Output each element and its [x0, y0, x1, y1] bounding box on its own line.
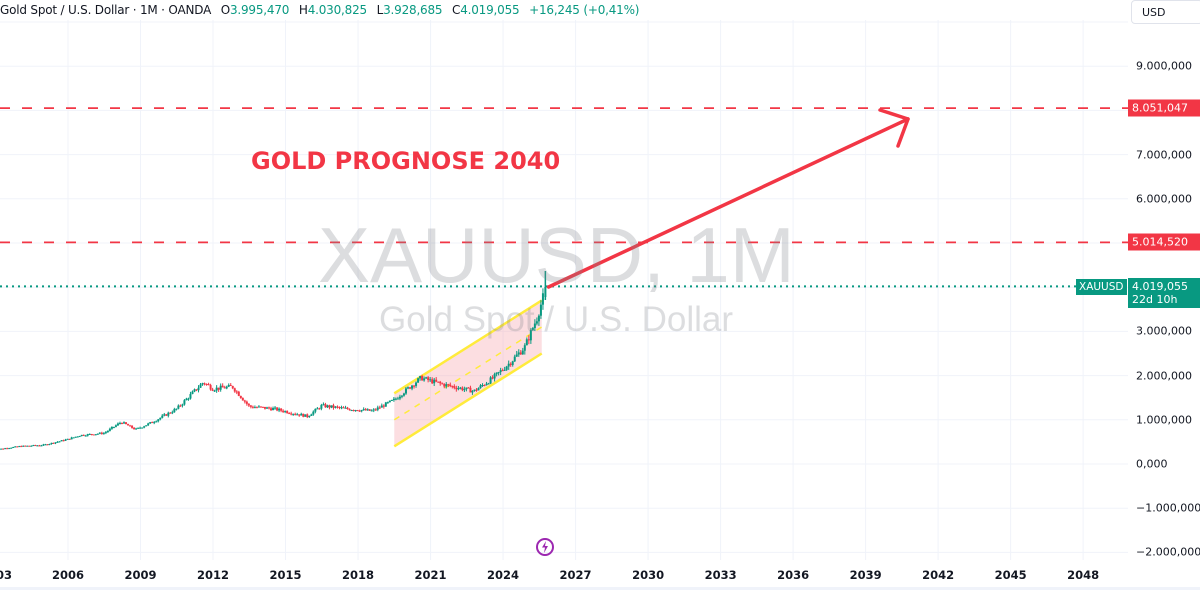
price-scale-tick: 3.000,000: [1136, 324, 1192, 338]
time-scale-tick: 2021: [414, 568, 447, 582]
time-scale-tick: 2006: [51, 568, 85, 582]
change-value: +16,245 (+0,41%): [529, 3, 640, 17]
time-scale-tick: 03: [0, 568, 13, 582]
close-value: 4.019,055: [460, 3, 520, 17]
symbol-legend[interactable]: Gold Spot / U.S. Dollar · 1M · OANDA O3.…: [0, 3, 639, 17]
time-scale-tick: 2009: [124, 568, 157, 582]
time-scale-tick: 2018: [342, 568, 375, 582]
level-price-tag-high: 8.051,047: [1128, 99, 1200, 117]
annotation-text[interactable]: GOLD PROGNOSE 2040: [251, 147, 561, 175]
low-label: L: [376, 3, 384, 17]
price-scale-tick: 9.000,000: [1136, 59, 1192, 73]
time-scale-tick: 2015: [269, 568, 302, 582]
time-scale-tick: 2012: [197, 568, 230, 582]
trend-channel[interactable]: [393, 299, 543, 448]
candlestick-series: [0, 271, 547, 451]
low-value: 3.928,685: [383, 3, 443, 17]
price-scale-tick: 6.000,000: [1136, 192, 1192, 206]
time-scale-tick: 2045: [994, 568, 1027, 582]
time-scale-tick: 2042: [922, 568, 955, 582]
price-scale-tick: 7.000,000: [1136, 148, 1192, 162]
high-label: H: [298, 3, 308, 17]
level-price-tag-mid: 5.014,520: [1128, 233, 1200, 251]
price-scale-tick: −1.000,000: [1136, 501, 1200, 515]
symbol-tag: XAUUSD: [1076, 279, 1127, 295]
last-price-tag: 4.019,055 22d 10h: [1128, 278, 1200, 308]
time-scale-tick: 2033: [704, 568, 737, 582]
watermark-description: Gold Spot / U.S. Dollar: [379, 300, 734, 339]
watermark-symbol: XAUUSD, 1M: [318, 211, 795, 299]
symbol-description[interactable]: Gold Spot / U.S. Dollar · 1M · OANDA: [0, 3, 212, 17]
open-label: O: [220, 3, 230, 17]
events-lightning-icon[interactable]: [536, 538, 554, 556]
time-scale-tick: 2030: [632, 568, 665, 582]
forecast-arrow[interactable]: [546, 108, 910, 289]
open-value: 3.995,470: [229, 3, 290, 17]
price-scale-tick: −2.000,000: [1136, 545, 1200, 559]
time-scale-tick: 2048: [1067, 568, 1100, 582]
time-scale-tick: 2024: [487, 568, 520, 582]
time-scale-tick: 2027: [559, 568, 592, 582]
bar-countdown: 22d 10h: [1132, 293, 1178, 306]
horizontal-levels[interactable]: [0, 107, 1128, 288]
price-scale-tick: 2.000,000: [1136, 369, 1192, 383]
time-scale-tick: 2039: [849, 568, 882, 582]
grid-lines: [0, 20, 1128, 560]
price-scale-tick: 0,000: [1136, 457, 1168, 471]
close-label: C: [452, 3, 461, 17]
bottom-toolbar-edge: [0, 587, 1200, 590]
price-scale-tick: 1.000,000: [1136, 413, 1192, 427]
last-price-value: 4.019,055: [1132, 280, 1188, 293]
high-value: 4.030,825: [307, 3, 367, 17]
time-scale-tick: 2036: [777, 568, 810, 582]
currency-button[interactable]: USD: [1131, 0, 1200, 24]
